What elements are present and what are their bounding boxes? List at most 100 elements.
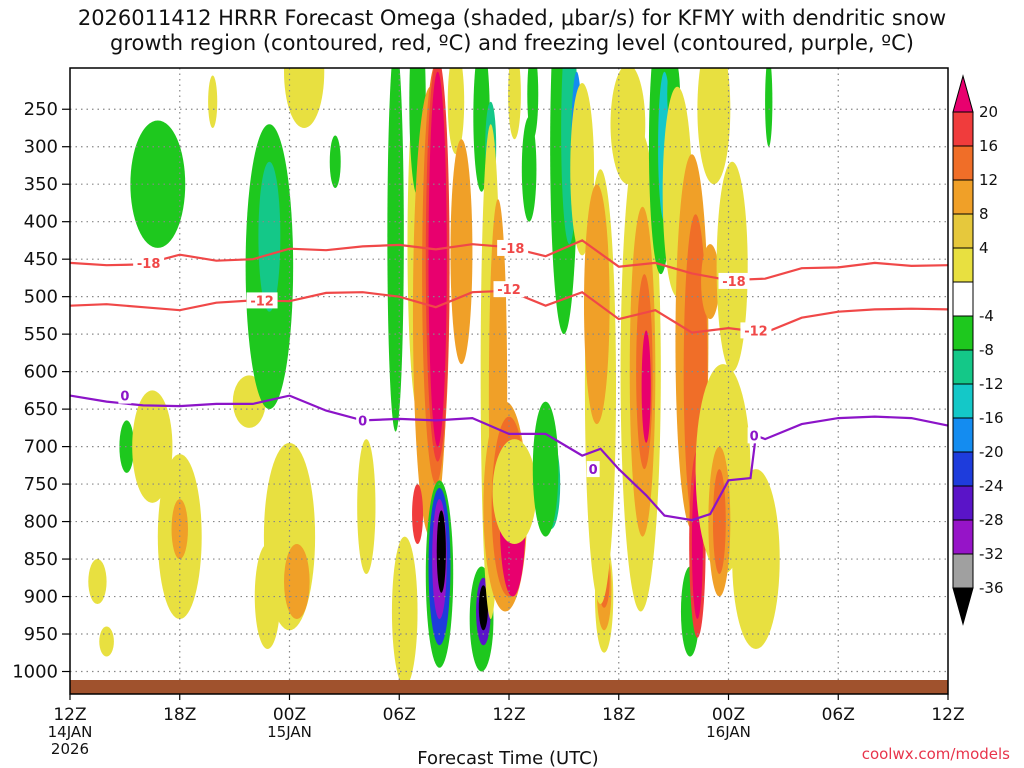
omega-cell — [258, 161, 281, 312]
y-tick-label: 750 — [24, 474, 58, 495]
omega-cell — [532, 401, 559, 537]
dgz-contour-label: -18 — [137, 257, 161, 272]
y-tick-label: 250 — [24, 99, 58, 120]
dgz-contour-label-bg — [246, 292, 278, 309]
colorbar-bin — [952, 145, 974, 181]
omega-cell — [521, 116, 537, 222]
colorbar-bin — [952, 247, 974, 283]
omega-cell — [450, 139, 473, 365]
colorbar: 20 16 12 8 4 -4 -8 -12 -16 -20 -24 -28 -32 -36 — [952, 74, 1004, 626]
omega-cell — [132, 390, 173, 503]
omega-cell — [99, 626, 114, 657]
colorbar-label: -24 — [979, 477, 1004, 495]
omega-cell — [428, 71, 447, 447]
omega-cell — [171, 499, 188, 560]
freezing-level-contour-label: 0 — [589, 463, 598, 478]
y-tick-label: 950 — [24, 624, 58, 645]
omega-cell — [284, 544, 310, 620]
x-tick-label: 12Z — [492, 705, 525, 725]
x-tick-date-label: 15JAN — [267, 723, 312, 741]
colorbar-label: 20 — [979, 103, 998, 121]
x-tick-label: 06Z — [822, 705, 855, 725]
x-tick-label: 12Z — [931, 705, 964, 725]
ground-surface — [70, 680, 948, 694]
contour-lines: -18 -18 -18 -12 -12 -12 0 0 0 0 — [69, 239, 949, 522]
y-tick-label: 1000 — [12, 662, 58, 683]
omega-cell — [447, 68, 465, 155]
colorbar-bin — [952, 417, 974, 453]
x-tick-year-label: 2026 — [51, 740, 89, 758]
dgz-contour-label: -12 — [497, 283, 521, 298]
y-tick-label: 300 — [24, 137, 58, 158]
omega-cell — [208, 75, 218, 128]
chart-title-line-2: growth region (contoured, red, ºC) and f… — [110, 31, 914, 55]
chart-title: 2026011412 HRRR Forecast Omega (shaded, … — [0, 6, 1024, 56]
freezing-level-contour-label: 0 — [358, 414, 367, 429]
colorbar-bin — [952, 485, 974, 521]
colorbar-bin — [952, 519, 974, 555]
colorbar-label: 4 — [979, 239, 989, 257]
x-tick-date-label: 16JAN — [706, 723, 751, 741]
x-tick-label: 00Z — [273, 705, 306, 725]
colorbar-label: 16 — [979, 137, 998, 155]
freezing-level-contour-label: 0 — [750, 429, 759, 444]
freezing-level-contour — [69, 394, 949, 522]
omega-cell — [716, 161, 748, 372]
colorbar-bin — [952, 281, 974, 317]
colorbar-bin — [952, 315, 974, 351]
y-tick-label: 550 — [24, 324, 58, 345]
y-tick-label: 850 — [24, 549, 58, 570]
colorbar-label: -36 — [979, 579, 1004, 597]
colorbar-bin — [952, 111, 974, 147]
freezing-level-contour-label: 0 — [120, 390, 129, 405]
omega-cell — [130, 120, 186, 248]
x-tick-label: 18Z — [602, 705, 635, 725]
dgz-contour-label-bg — [718, 272, 750, 289]
y-tick-label: 650 — [24, 399, 58, 420]
omega-cell — [641, 330, 651, 443]
omega-cell — [119, 420, 135, 473]
y-axis-ticks: 250 300 350 400 450 500 550 600 650 700 750 800 850 9… — [12, 99, 70, 683]
x-tick-label: 18Z — [163, 705, 196, 725]
colorbar-bin — [952, 451, 974, 487]
chart-title-line-1: 2026011412 HRRR Forecast Omega (shaded, … — [77, 6, 947, 30]
omega-cell — [732, 469, 780, 650]
omega-shading — [88, 68, 780, 687]
colorbar-label: -16 — [979, 409, 1004, 427]
omega-cell — [697, 68, 731, 185]
colorbar-bin — [952, 553, 974, 589]
dgz-contour-label: -18 — [722, 275, 746, 290]
omega-cell — [527, 68, 539, 140]
dgz-contour-label-bg — [740, 322, 772, 339]
colorbar-bottom-arrow — [952, 587, 974, 626]
colorbar-bin — [952, 383, 974, 419]
colorbar-bin — [952, 349, 974, 385]
grid-lines — [70, 68, 948, 694]
y-tick-label: 350 — [24, 174, 58, 195]
omega-cell — [357, 439, 376, 575]
omega-cell — [701, 244, 720, 320]
freezing-level-contour-label-bg — [586, 461, 600, 478]
dgz-contour-label: -12 — [744, 324, 768, 339]
colorbar-label: -8 — [979, 341, 994, 359]
y-tick-label: 600 — [24, 362, 58, 383]
freezing-level-contour-label-bg — [118, 387, 132, 404]
omega-cell — [765, 68, 773, 147]
y-tick-label: 500 — [24, 287, 58, 308]
y-tick-label: 450 — [24, 249, 58, 270]
colorbar-label: -4 — [979, 307, 994, 325]
y-tick-label: 700 — [24, 437, 58, 458]
omega-cell — [508, 68, 521, 140]
x-tick-label: 06Z — [383, 705, 416, 725]
omega-cell — [436, 510, 446, 593]
colorbar-label: -20 — [979, 443, 1004, 461]
x-tick-label: 00Z — [712, 705, 745, 725]
omega-cell — [391, 536, 418, 687]
dgz-contour-label-bg — [133, 254, 165, 271]
colorbar-label: -12 — [979, 375, 1004, 393]
dgz-contour-label: -12 — [250, 294, 274, 309]
omega-cell — [88, 559, 107, 605]
omega-cell — [412, 484, 424, 545]
colorbar-label: -28 — [979, 511, 1004, 529]
